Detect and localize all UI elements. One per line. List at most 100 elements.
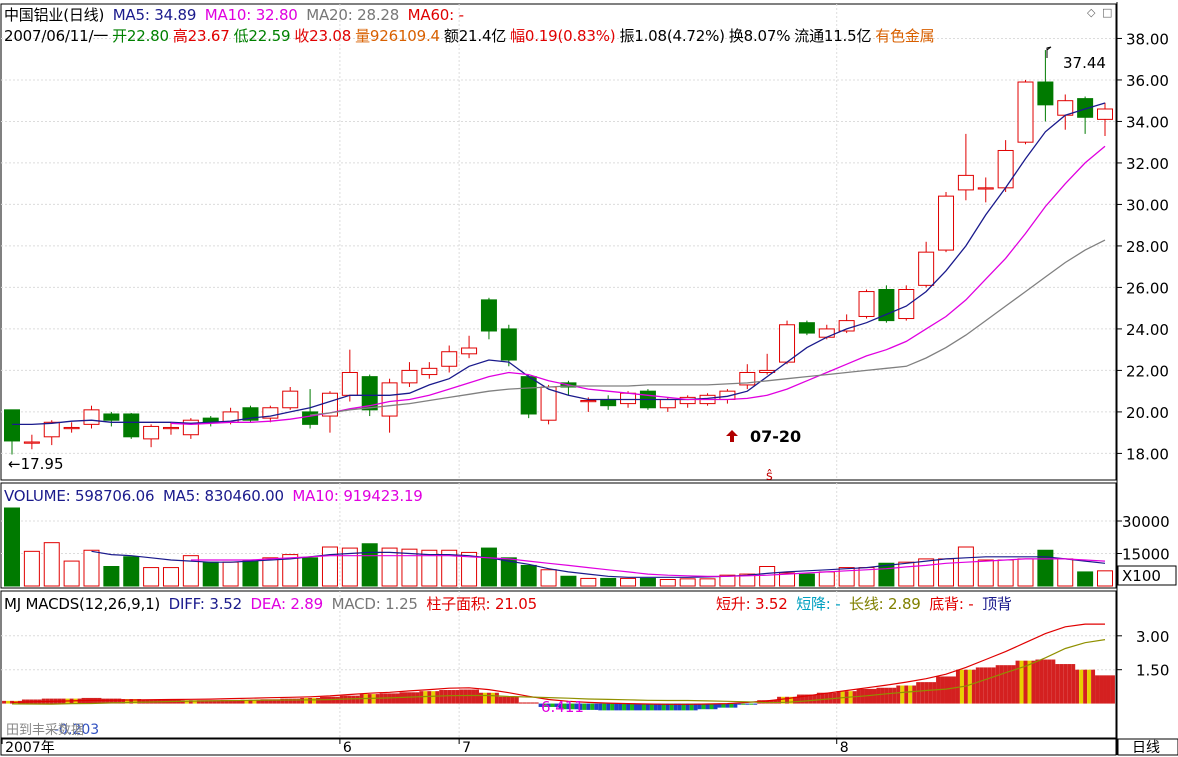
turnover-label: 换8.07% [728, 27, 791, 45]
candle-body [361, 376, 378, 411]
macd-hist-bar [443, 690, 448, 704]
macd-hist-bar [1087, 669, 1092, 704]
price-tick-label: 18.00 [1126, 445, 1169, 463]
volume-bar [600, 577, 617, 587]
candle-body [63, 426, 80, 430]
open-label: 开22.80 [112, 27, 169, 45]
macd-hist-bar [836, 691, 841, 704]
macd-hist-bar [208, 700, 213, 704]
macd-hist-bar [697, 703, 702, 710]
volume-header: VOLUME: 598706.06 MA5: 830460.00 MA10: 9… [4, 487, 427, 505]
date-marker-label: 07-20 [750, 427, 801, 446]
macd-hist-bar [391, 693, 396, 704]
short-fall: 短降: - [796, 595, 841, 613]
macd-hist-bar [137, 699, 142, 704]
close-icon[interactable]: □ [1102, 6, 1113, 19]
macd-hist-bar [1019, 660, 1024, 704]
macd-hist-bar [248, 699, 253, 704]
macd-hist-bar [125, 699, 130, 704]
macd-hist-bar [482, 692, 487, 704]
candle-body [441, 351, 458, 367]
volume-bar [898, 561, 915, 587]
macd-hist-bar [188, 700, 193, 704]
macd-hist-bar [534, 702, 539, 704]
candle-body [600, 398, 617, 407]
volume-bar [520, 564, 537, 587]
macd-hist-bar [232, 699, 237, 704]
macd-hist-bar [749, 703, 754, 705]
macd-min-label: 6.411 [541, 698, 584, 716]
candle-body [282, 390, 299, 409]
macd-hist-bar [475, 689, 480, 704]
macd-hist-bar [558, 703, 563, 710]
macd-diff: DIFF: 3.52 [168, 595, 242, 613]
volume-bar [500, 557, 517, 587]
volume-bar [43, 542, 60, 587]
macd-hist-bar [256, 699, 261, 704]
macd-hist-bar [308, 697, 313, 704]
macd-hist-bar [626, 703, 631, 711]
macd-hist-bar [228, 699, 233, 704]
candle-body [461, 347, 478, 355]
macd-hist-bar [2, 700, 7, 704]
macd-hist-bar [932, 682, 937, 704]
macd-hist-bar [622, 703, 627, 711]
macd-hist-bar [792, 696, 797, 704]
period-button-box [1117, 738, 1178, 756]
volume-bar [1077, 571, 1094, 587]
macd-hist-bar [741, 703, 746, 705]
signal-marker: ŝ [766, 469, 773, 484]
macd-hist-bar [538, 703, 543, 707]
macd-hist-bar [733, 703, 738, 708]
macd-hist-bar [121, 699, 126, 704]
macd-hist-bar [637, 703, 642, 711]
macd-hist-bar [292, 698, 297, 704]
macd-hist-bar [486, 692, 491, 704]
macd-hist-bar [979, 667, 984, 704]
macd-dea-line [11, 639, 1106, 705]
low-price-label: ←17.95 [8, 455, 64, 473]
macd-hist-bar [681, 703, 686, 711]
volume-bar [242, 560, 259, 587]
candle-body [23, 441, 40, 444]
price-tick-label: 30.00 [1126, 196, 1169, 214]
restore-icon[interactable]: ◇ [1087, 6, 1096, 19]
macd-hist-bar [510, 696, 515, 704]
volume-bar [679, 578, 696, 587]
candle-body [838, 320, 855, 332]
volume-bar [659, 579, 676, 587]
macd-hist-bar [463, 689, 468, 704]
volume-ma5-line [91, 550, 1106, 578]
macd-hist-bar [999, 665, 1004, 704]
candle-body [381, 382, 398, 417]
high-label: 高23.67 [172, 27, 230, 45]
candle-body [103, 413, 120, 421]
macd-tick-label: 3.00 [1136, 628, 1169, 646]
macd-hist-bar [685, 703, 690, 711]
volume-bar [480, 547, 497, 587]
macd-hist-bar [590, 703, 595, 710]
candle-body [977, 187, 994, 190]
macd-hist-bar [216, 700, 221, 704]
macd-hist-bar [789, 696, 793, 704]
macd-hist-bar [494, 692, 499, 704]
period-button[interactable]: 日线 [1132, 740, 1160, 756]
volume-bar [381, 547, 398, 587]
top-divergence: 顶背 [982, 595, 1012, 613]
volume-bar [739, 573, 756, 587]
candle-body [818, 328, 835, 338]
volume-bar [639, 577, 656, 587]
macd-hist-bar [447, 690, 452, 704]
volume-bar [997, 559, 1014, 587]
macd-hist-bar [1099, 675, 1104, 704]
change-label: 幅0.19(0.83%) [510, 27, 616, 45]
macd-hist-bar [916, 682, 921, 704]
volume-bar [759, 566, 776, 587]
candle-body [739, 371, 756, 386]
macd-hist-bar [808, 694, 813, 704]
macd-hist-bar [717, 703, 722, 708]
macd-hist-bar [415, 692, 420, 704]
macd-hist-bar [657, 703, 662, 711]
macd-hist-bar [665, 703, 670, 711]
